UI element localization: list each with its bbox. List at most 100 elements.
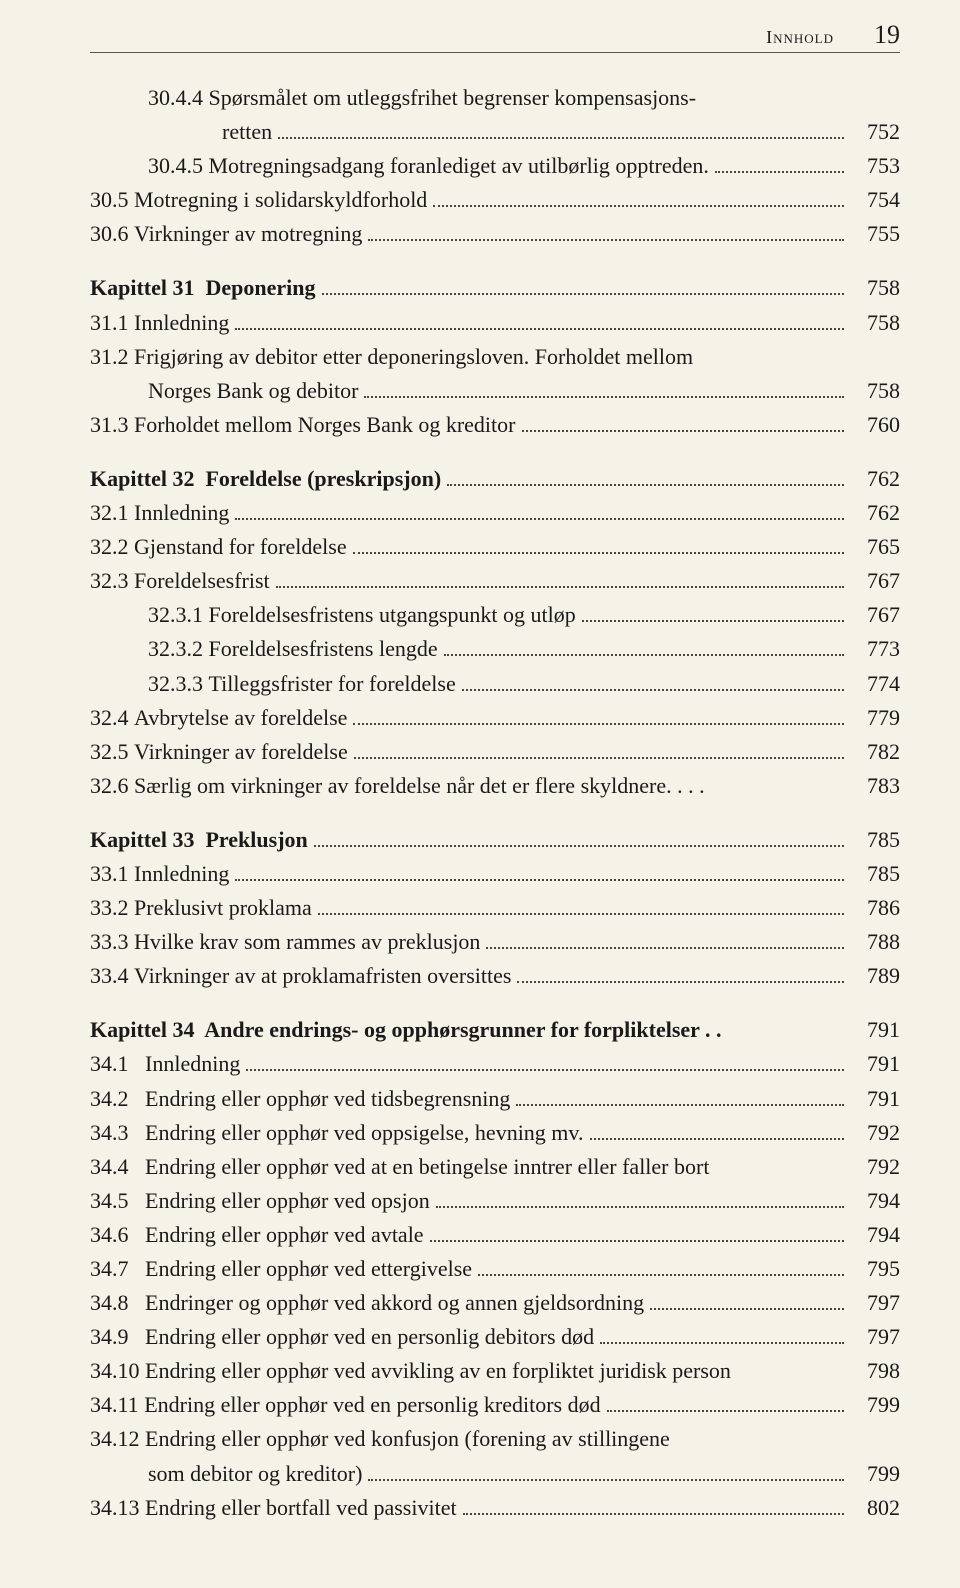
toc-leader-dots — [314, 827, 844, 847]
toc-entry: 30.4.5 Motregningsadgang foranlediget av… — [90, 149, 900, 183]
toc-entry-number: 34.1 — [90, 1047, 145, 1081]
toc-entry-page: 792 — [850, 1116, 900, 1150]
toc-entry-title: Innledning — [134, 306, 229, 340]
toc-leader-dots — [478, 1256, 844, 1276]
toc-entry: retten 752 — [90, 115, 900, 149]
toc-entry-title: Kapittel 34 Andre endrings- og opphørsgr… — [90, 1013, 722, 1047]
toc-leader-dots — [462, 671, 844, 691]
table-of-contents: 30.4.4 Spørsmålet om utleggsfrihet begre… — [90, 81, 900, 1525]
toc-entry: 32.2 Gjenstand for foreldelse765 — [90, 530, 900, 564]
toc-entry-page: 799 — [850, 1457, 900, 1491]
toc-entry-title: Kapittel 33 Preklusjon — [90, 823, 308, 857]
toc-entry-number: 34.5 — [90, 1184, 145, 1218]
toc-leader-dots — [522, 412, 845, 432]
toc-entry-title: Forholdet mellom Norges Bank og kreditor — [134, 408, 516, 442]
toc-leader-dots — [607, 1393, 844, 1413]
toc-entry-page: 755 — [850, 217, 900, 251]
toc-entry-number: 31.2 — [90, 340, 134, 374]
toc-leader-dots — [235, 500, 844, 520]
toc-entry-title: Kapittel 31 Deponering — [90, 271, 316, 305]
toc-entry-title: Innledning — [134, 496, 229, 530]
toc-leader-dots — [364, 378, 844, 398]
toc-entry: Kapittel 34 Andre endrings- og opphørsgr… — [90, 1013, 900, 1047]
toc-entry: 30.5 Motregning i solidarskyldforhold754 — [90, 183, 900, 217]
toc-leader-dots — [516, 1086, 844, 1106]
toc-entry-number: 34.4 — [90, 1150, 145, 1184]
toc-leader-dots — [486, 930, 844, 950]
toc-entry-page: 802 — [850, 1491, 900, 1525]
toc-entry-number: 30.5 — [90, 183, 134, 217]
toc-leader-dots — [278, 120, 844, 140]
toc-entry-title: Preklusivt proklama — [134, 891, 312, 925]
toc-entry-title: Norges Bank og debitor — [148, 374, 358, 408]
toc-leader-dots — [353, 535, 844, 555]
toc-entry: 32.6 Særlig om virkninger av foreldelse … — [90, 769, 900, 803]
toc-entry: 34.7 Endring eller opphør ved ettergivel… — [90, 1252, 900, 1286]
toc-entry-title: Endring eller opphør ved en personlig de… — [145, 1320, 594, 1354]
toc-entry-page: 752 — [850, 115, 900, 149]
toc-entry-page: 765 — [850, 530, 900, 564]
toc-entry-number: 32.3.2 — [148, 632, 209, 666]
toc-entry-title: Motregning i solidarskyldforhold — [134, 183, 427, 217]
toc-entry-title: Virkninger av foreldelse — [134, 735, 348, 769]
toc-leader-dots — [276, 569, 844, 589]
toc-entry-title: Virkninger av motregning — [134, 217, 362, 251]
header-section-label: Innhold — [766, 27, 834, 48]
toc-entry-number: 34.10 — [90, 1354, 145, 1388]
toc-leader-dots — [444, 637, 844, 657]
toc-entry-number: 33.3 — [90, 925, 134, 959]
toc-entry: 34.4 Endring eller opphør ved at en beti… — [90, 1150, 900, 1184]
toc-entry: 34.5 Endring eller opphør ved opsjon794 — [90, 1184, 900, 1218]
toc-entry-number: 30.4.4 — [148, 81, 209, 115]
toc-entry-page: 791 — [850, 1013, 900, 1047]
toc-entry-number: 34.2 — [90, 1082, 145, 1116]
toc-entry-page: 758 — [850, 306, 900, 340]
toc-entry: 33.4 Virkninger av at proklamafristen ov… — [90, 959, 900, 993]
toc-entry: 32.1 Innledning762 — [90, 496, 900, 530]
toc-entry: 32.4 Avbrytelse av foreldelse779 — [90, 701, 900, 735]
toc-entry-title: Endring eller opphør ved en personlig kr… — [144, 1388, 600, 1422]
toc-entry-number: 30.4.5 — [148, 149, 209, 183]
toc-leader-dots — [582, 603, 844, 623]
toc-entry-number: 34.13 — [90, 1491, 145, 1525]
toc-entry-page: 785 — [850, 823, 900, 857]
toc-entry-page: 789 — [850, 959, 900, 993]
toc-entry-number: 32.3.1 — [148, 598, 209, 632]
toc-entry: 31.3 Forholdet mellom Norges Bank og kre… — [90, 408, 900, 442]
toc-entry-title: Innledning — [134, 857, 229, 891]
toc-leader-dots — [517, 964, 844, 984]
toc-entry-number: 32.4 — [90, 701, 134, 735]
section-gap — [90, 251, 900, 271]
toc-entry-title: Endring eller opphør ved ettergivelse — [145, 1252, 472, 1286]
toc-entry-number: 34.3 — [90, 1116, 145, 1150]
toc-entry-title: Endring eller opphør ved konfusjon (fore… — [145, 1422, 670, 1456]
toc-entry-page: 767 — [850, 598, 900, 632]
toc-entry-title: retten — [222, 115, 272, 149]
toc-entry-page: 762 — [850, 496, 900, 530]
toc-entry-title: Endring eller opphør ved tidsbegrensning — [145, 1082, 510, 1116]
toc-entry-page: 785 — [850, 857, 900, 891]
toc-entry: 32.3.2 Foreldelsesfristens lengde773 — [90, 632, 900, 666]
toc-entry: 34.11 Endring eller opphør ved en person… — [90, 1388, 900, 1422]
toc-entry-page: 788 — [850, 925, 900, 959]
toc-entry-number: 32.3 — [90, 564, 134, 598]
toc-leader-dots — [368, 222, 844, 242]
toc-entry-page: 767 — [850, 564, 900, 598]
toc-leader-dots — [322, 276, 845, 296]
toc-entry: 34.13 Endring eller bortfall ved passivi… — [90, 1491, 900, 1525]
toc-entry-number: 34.12 — [90, 1422, 145, 1456]
toc-entry-title: Tilleggsfrister for foreldelse — [209, 667, 456, 701]
toc-leader-dots — [463, 1495, 844, 1515]
toc-entry-title: Endringer og opphør ved akkord og annen … — [145, 1286, 644, 1320]
toc-entry-title: Hvilke krav som rammes av preklusjon — [134, 925, 480, 959]
toc-entry-number: 31.1 — [90, 306, 134, 340]
toc-entry-number: 33.4 — [90, 959, 134, 993]
toc-entry-page: 786 — [850, 891, 900, 925]
toc-entry: 34.8 Endringer og opphør ved akkord og a… — [90, 1286, 900, 1320]
toc-entry-page: 794 — [850, 1218, 900, 1252]
toc-entry-page: 797 — [850, 1320, 900, 1354]
toc-leader-dots — [246, 1052, 844, 1072]
toc-leader-dots — [433, 188, 844, 208]
toc-entry-title: Motregningsadgang foranlediget av utilbø… — [209, 149, 709, 183]
toc-entry-title: Foreldelsesfristens utgangspunkt og utlø… — [209, 598, 576, 632]
